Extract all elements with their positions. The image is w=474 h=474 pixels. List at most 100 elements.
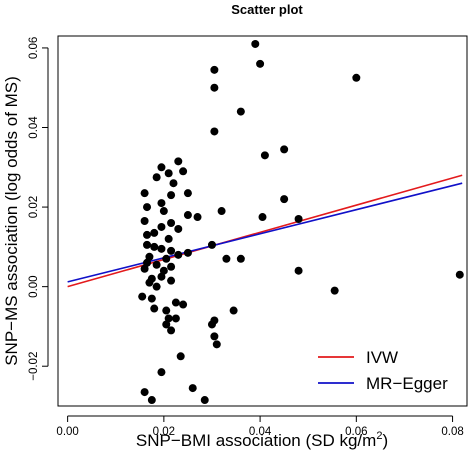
data-point bbox=[193, 213, 202, 222]
chart-title: Scatter plot bbox=[231, 2, 303, 17]
data-point bbox=[157, 368, 166, 377]
data-point bbox=[157, 244, 166, 253]
data-point bbox=[167, 326, 176, 335]
data-point bbox=[179, 167, 188, 176]
data-point bbox=[236, 254, 245, 263]
data-point bbox=[179, 300, 188, 309]
data-point bbox=[183, 248, 192, 257]
data-point bbox=[455, 270, 464, 279]
data-point bbox=[162, 306, 171, 315]
data-point bbox=[176, 352, 185, 361]
y-tick-label: 0.00 bbox=[28, 275, 40, 297]
data-point bbox=[157, 163, 166, 172]
data-point bbox=[167, 276, 176, 285]
data-point bbox=[157, 199, 166, 208]
data-point bbox=[140, 264, 149, 273]
data-point bbox=[210, 65, 219, 74]
data-point bbox=[280, 195, 289, 204]
x-axis-title-sup: 2 bbox=[376, 430, 382, 442]
legend: IVW MR−Egger bbox=[318, 348, 448, 393]
data-point bbox=[162, 320, 171, 329]
fit-line-ivw bbox=[67, 174, 463, 288]
x-tick-label: 0.08 bbox=[441, 426, 463, 438]
data-point bbox=[222, 254, 231, 263]
legend-label: MR−Egger bbox=[366, 374, 448, 393]
data-points bbox=[138, 39, 464, 405]
y-tick-label: 0.04 bbox=[28, 116, 40, 139]
fit-line-mr-egger bbox=[67, 182, 463, 283]
data-point bbox=[150, 228, 159, 237]
fit-lines bbox=[67, 174, 463, 288]
data-point bbox=[157, 222, 166, 231]
data-point bbox=[210, 83, 219, 92]
data-point bbox=[140, 217, 149, 225]
data-point bbox=[143, 230, 152, 239]
y-axis: −0.02 0.00 0.02 0.04 0.06 bbox=[28, 37, 49, 381]
data-point bbox=[167, 262, 176, 271]
data-point bbox=[164, 169, 173, 178]
data-point bbox=[147, 396, 156, 405]
data-point bbox=[152, 173, 161, 182]
data-point bbox=[260, 151, 269, 160]
x-axis: 0.00 0.02 0.04 0.06 0.08 bbox=[56, 415, 464, 438]
data-point bbox=[145, 278, 154, 287]
data-point bbox=[171, 314, 180, 323]
x-tick-label: 0.02 bbox=[153, 426, 175, 438]
data-point bbox=[352, 73, 361, 82]
data-point bbox=[147, 294, 156, 303]
data-point bbox=[164, 234, 173, 243]
data-point bbox=[143, 203, 152, 212]
data-point bbox=[171, 298, 180, 307]
data-point bbox=[152, 282, 161, 291]
data-point bbox=[140, 388, 149, 397]
data-point bbox=[174, 250, 183, 259]
data-point bbox=[210, 127, 219, 136]
plot-box bbox=[57, 35, 468, 407]
data-point bbox=[251, 39, 260, 48]
data-point bbox=[217, 207, 226, 216]
data-point bbox=[162, 254, 171, 263]
data-point bbox=[229, 306, 238, 315]
data-point bbox=[159, 207, 168, 216]
data-point bbox=[280, 145, 289, 154]
data-point bbox=[212, 340, 221, 349]
data-point bbox=[256, 59, 265, 68]
data-point bbox=[167, 246, 176, 255]
data-point bbox=[150, 304, 159, 313]
data-point bbox=[138, 292, 147, 301]
legend-label: IVW bbox=[366, 348, 398, 367]
data-point bbox=[150, 242, 159, 251]
data-point bbox=[188, 384, 197, 393]
y-axis-title: SNP−MS association (log odds of MS) bbox=[2, 76, 21, 366]
data-point bbox=[157, 272, 166, 281]
x-axis-title-end: ) bbox=[382, 431, 388, 450]
data-point bbox=[236, 107, 245, 116]
x-tick-label: 0.06 bbox=[345, 426, 367, 438]
data-point bbox=[294, 266, 303, 275]
data-point bbox=[143, 240, 152, 249]
data-point bbox=[183, 211, 192, 220]
x-tick-label: 0.04 bbox=[249, 426, 272, 438]
x-axis-title: SNP−BMI association (SD kg/m2) bbox=[136, 430, 388, 450]
data-point bbox=[207, 240, 216, 249]
data-point bbox=[174, 157, 183, 166]
data-point bbox=[330, 286, 339, 295]
data-point bbox=[167, 218, 176, 227]
x-axis-title-main: SNP−BMI association (SD kg/m bbox=[136, 431, 376, 450]
data-point bbox=[169, 179, 178, 188]
data-point bbox=[140, 189, 149, 198]
y-tick-label: 0.06 bbox=[28, 37, 40, 59]
y-tick-label: −0.02 bbox=[28, 352, 40, 381]
data-point bbox=[183, 189, 192, 198]
x-tick-label: 0.00 bbox=[56, 426, 78, 438]
data-point bbox=[294, 215, 303, 224]
data-point bbox=[207, 320, 216, 329]
data-point bbox=[200, 396, 209, 405]
data-point bbox=[167, 191, 176, 200]
data-point bbox=[174, 224, 183, 233]
data-point bbox=[258, 213, 267, 222]
y-tick-label: 0.02 bbox=[28, 196, 40, 218]
data-point bbox=[152, 260, 161, 269]
data-point bbox=[210, 332, 219, 341]
